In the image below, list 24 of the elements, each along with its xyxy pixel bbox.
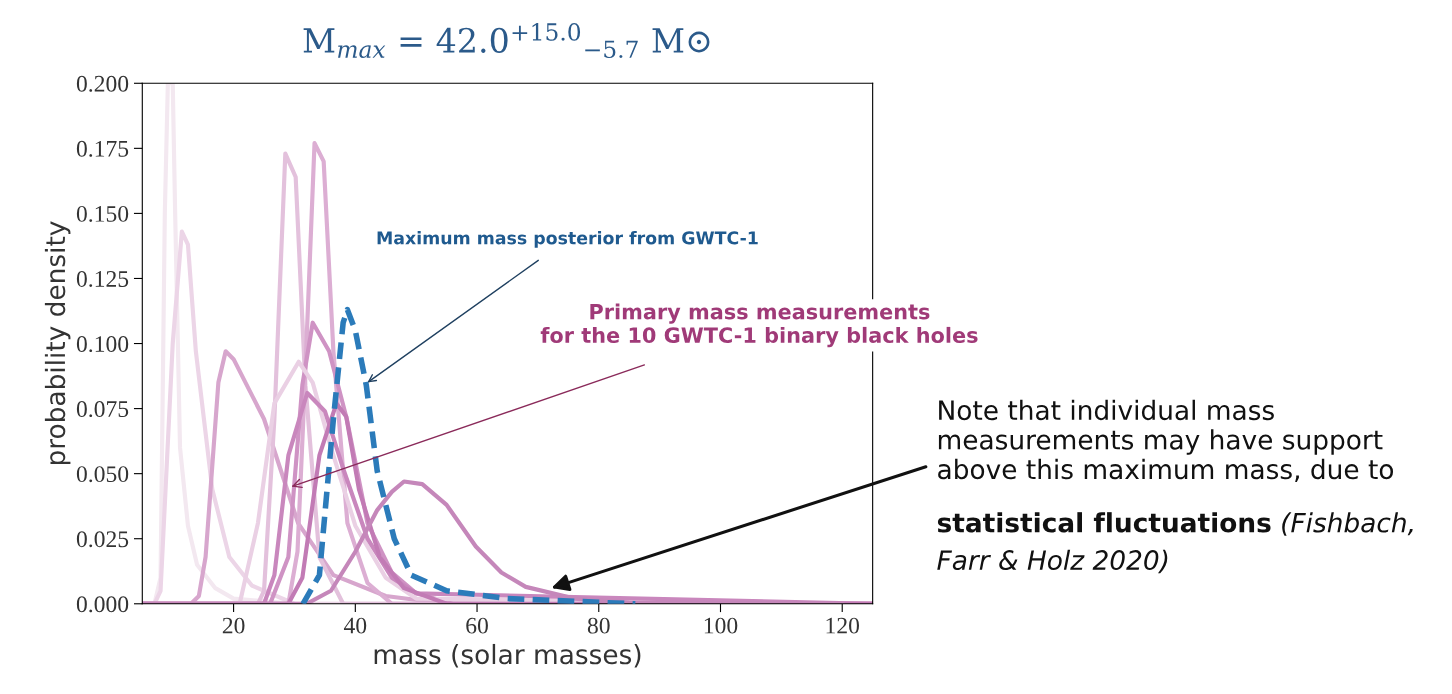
x-tick-label: 80 — [587, 617, 610, 634]
chart-title: M$_{max}$ = 42.0$^{+15.0}$$_{−5.7}$ M⊙ — [303, 23, 710, 59]
y-tick-label: 0.025 — [76, 531, 129, 548]
annotation: Maximum mass posterior from GWTC-1 — [377, 231, 758, 248]
x-tick-label: 40 — [343, 617, 367, 634]
x-tick-label: 100 — [704, 617, 738, 634]
y-tick-label: 0.125 — [76, 270, 129, 287]
y-tick-label: 0.075 — [76, 401, 129, 418]
x-tick-label: 60 — [466, 617, 488, 634]
text: Note that individual mass measurements may have support above this maximum mass, due to — [938, 399, 1394, 482]
text: statistical fluctuations — [937, 512, 1271, 533]
text: Farr & Holz 2020) — [937, 549, 1168, 574]
y-axis-title: probability density — [44, 221, 71, 465]
y-tick-label: 0.100 — [76, 336, 129, 353]
annotation: Primary mass measurements for the 10 GWTC-1 binary black holes — [540, 303, 978, 348]
y-tick-label: 0.200 — [76, 75, 129, 92]
y-tick-label: 0.050 — [76, 466, 129, 483]
x-axis-title: mass (solar masses) — [374, 643, 641, 668]
text: (Fishbach, — [1282, 512, 1413, 536]
y-tick-label: 0.000 — [76, 596, 129, 613]
y-tick-label: 0.150 — [76, 205, 129, 222]
x-tick-label: 120 — [826, 617, 860, 634]
x-tick-label: 20 — [222, 617, 245, 634]
y-tick-label: 0.175 — [76, 140, 129, 157]
